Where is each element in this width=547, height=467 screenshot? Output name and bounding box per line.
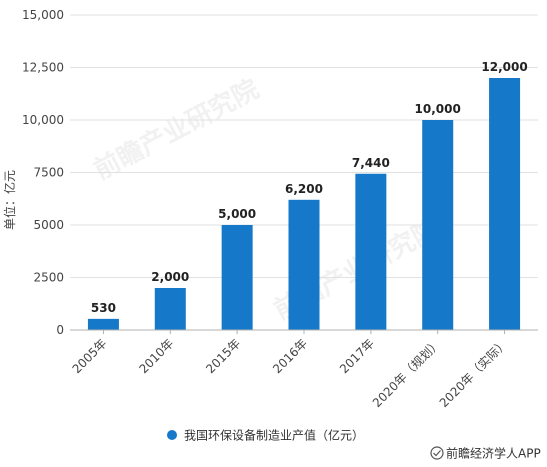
source-logo-mark bbox=[433, 450, 441, 457]
x-tick-label: 2005年 bbox=[70, 336, 110, 376]
x-tick-label: 2017年 bbox=[337, 336, 377, 376]
bar bbox=[288, 199, 320, 330]
data-label: 2,000 bbox=[151, 270, 189, 284]
bar bbox=[422, 120, 454, 330]
source-attribution: 前瞻经济学人APP bbox=[430, 446, 541, 461]
data-label: 6,200 bbox=[285, 182, 323, 196]
y-tick-label: 7500 bbox=[33, 166, 64, 180]
watermark-text-1: 前瞻产业研究院 bbox=[89, 73, 264, 186]
x-tick-label: 2020年（实际） bbox=[436, 336, 511, 411]
data-labels: 530 2,000 5,000 6,200 7,440 10,000 12,000 bbox=[91, 60, 528, 315]
bars bbox=[87, 78, 521, 330]
y-tick-label: 15,000 bbox=[22, 8, 64, 22]
legend: 我国环保设备制造业产值（亿元） bbox=[167, 428, 364, 443]
bar bbox=[355, 173, 387, 330]
data-label: 5,000 bbox=[218, 207, 256, 221]
source-text: 前瞻经济学人APP bbox=[446, 446, 541, 461]
y-tick-label: 12,500 bbox=[22, 61, 64, 75]
y-tick-label: 10,000 bbox=[22, 113, 64, 127]
bar bbox=[154, 288, 186, 330]
data-label: 530 bbox=[91, 301, 116, 315]
source-logo-icon bbox=[430, 446, 444, 460]
data-label: 7,440 bbox=[352, 156, 390, 170]
watermark: 前瞻产业研究院 前瞻产业研究院 bbox=[89, 73, 444, 326]
x-tick-label: 2015年 bbox=[203, 336, 243, 376]
y-tick-label: 5000 bbox=[33, 218, 64, 232]
data-label: 10,000 bbox=[415, 102, 461, 116]
x-tick-label: 2020年（规划） bbox=[369, 336, 444, 411]
bar bbox=[489, 78, 521, 330]
bar bbox=[87, 318, 119, 330]
y-tick-label: 0 bbox=[56, 323, 64, 337]
data-label: 12,000 bbox=[481, 60, 527, 74]
y-axis-label: 单位：亿元 bbox=[2, 170, 17, 230]
x-axis-ticks: 2005年 2010年 2015年 2016年 2017年2020年（规划）2020年（… bbox=[70, 330, 511, 410]
y-axis-ticks: 0 2500 5000 7500 10,000 12,500 15,000 bbox=[22, 8, 64, 337]
x-tick-label: 2010年 bbox=[136, 336, 176, 376]
legend-marker bbox=[167, 430, 177, 440]
legend-label: 我国环保设备制造业产值（亿元） bbox=[184, 428, 364, 443]
bar bbox=[221, 225, 253, 330]
x-tick-label: 2016年 bbox=[270, 336, 310, 376]
y-tick-label: 2500 bbox=[33, 271, 64, 285]
